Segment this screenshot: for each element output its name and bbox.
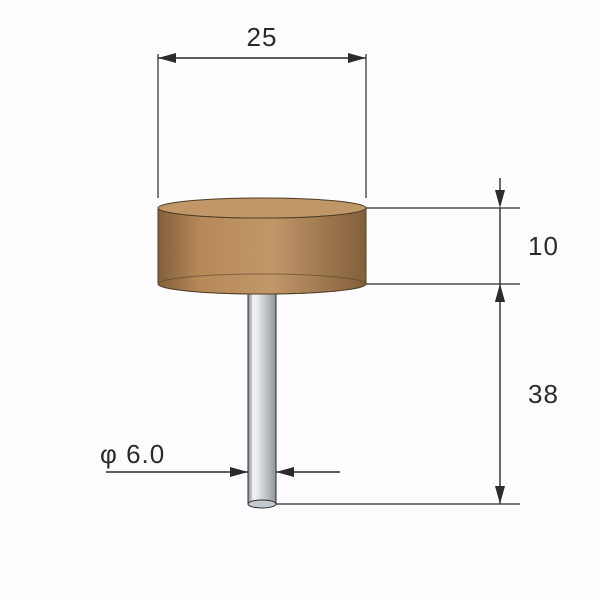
dim-shaft-diameter-label: φ 6.0 [100,439,165,469]
grinding-disc [158,198,366,294]
dim-shaft-diameter: φ 6.0 [100,439,340,477]
dim-disc-thickness-label: 10 [528,231,559,261]
shaft [248,284,276,508]
dim-top-width-label: 25 [247,22,278,52]
dim-shaft-length: 38 [276,284,559,504]
dim-top-width: 25 [158,22,366,198]
dim-disc-thickness: 10 [366,178,559,302]
dim-shaft-length-label: 38 [528,379,559,409]
technical-drawing: 25 10 38 φ 6.0 [0,0,600,600]
